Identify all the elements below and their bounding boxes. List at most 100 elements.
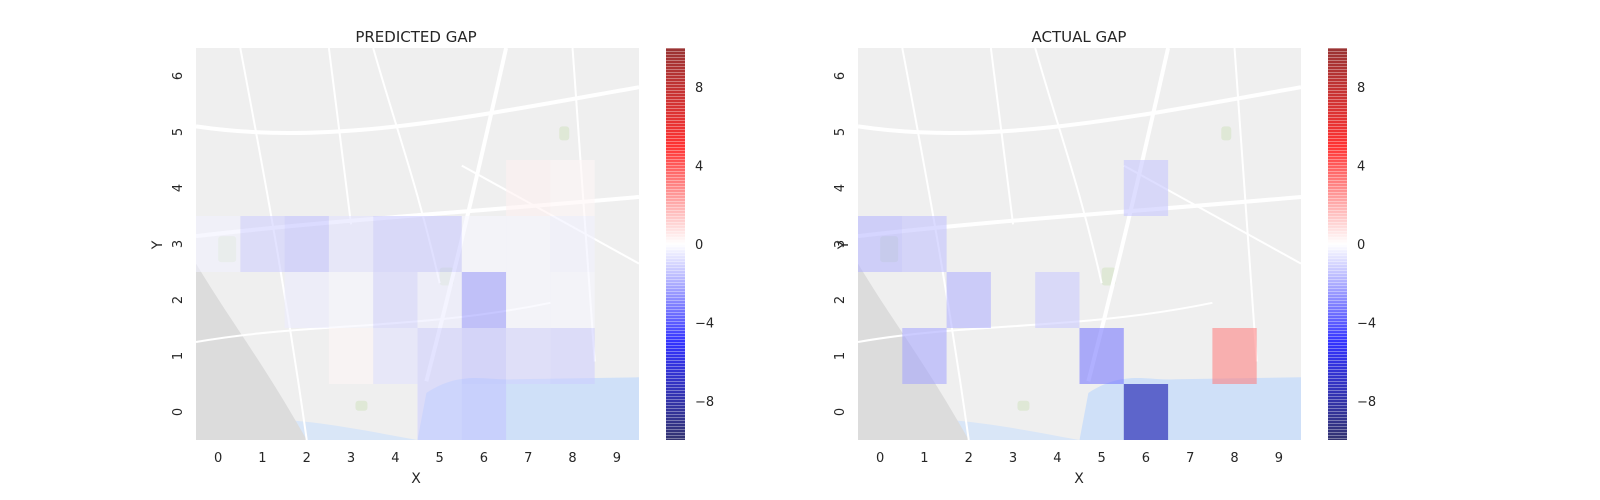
predicted-colorbar: −8 −4 0 4 8 [666, 48, 714, 440]
x-tick-label: 0 [214, 451, 222, 466]
heatmap-cell [461, 216, 507, 272]
heatmap-cell [1212, 328, 1257, 384]
heatmap-cell [461, 384, 507, 440]
actual-title: ACTUAL GAP [1032, 28, 1127, 46]
heatmap-cell [946, 272, 991, 328]
heatmap-cell [1035, 272, 1080, 328]
y-tick-label: 5 [171, 128, 186, 136]
heatmap-cell [506, 272, 551, 328]
heatmap-cell [328, 272, 374, 328]
y-tick-label: 2 [171, 296, 186, 304]
actual-x-ticks: 0 1 2 3 4 5 6 7 8 9 [876, 451, 1283, 466]
y-tick-label: 1 [171, 352, 186, 360]
heatmap-cell [373, 216, 418, 272]
heatmap-cell [1079, 328, 1124, 384]
predicted-x-axis-label: X [411, 471, 421, 487]
actual-panel: ACTUAL GAP 0 1 2 3 4 5 6 7 8 9 0 1 2 3 4 5 6 X Y −8 −4 0 4… [833, 28, 1376, 487]
actual-y-ticks: 0 1 2 3 4 5 6 [833, 72, 848, 416]
heatmap-cell [328, 328, 374, 384]
x-tick-label: 3 [347, 451, 355, 466]
heatmap-cell [461, 328, 507, 384]
x-tick-label: 7 [1186, 451, 1194, 466]
heatmap-cell [417, 384, 462, 440]
x-tick-label: 4 [1053, 451, 1061, 466]
heatmap-cell [550, 272, 595, 328]
y-tick-label: 0 [833, 408, 848, 416]
colorbar-texture [1328, 48, 1347, 440]
heatmap-cell [858, 216, 903, 272]
map-road [327, 47, 353, 225]
heatmap-cell [417, 328, 462, 384]
map-park [559, 126, 570, 141]
x-tick-label: 0 [876, 451, 884, 466]
map-park [1221, 126, 1232, 141]
map-road [989, 47, 1015, 225]
heatmap-cell [240, 216, 285, 272]
map-park [355, 400, 368, 411]
map-river [1079, 377, 1301, 440]
x-tick-label: 5 [436, 451, 444, 466]
x-tick-label: 1 [258, 451, 266, 466]
colorbar-tick-label: 0 [695, 238, 703, 253]
predicted-y-axis-label: Y [150, 240, 166, 250]
x-tick-label: 2 [965, 451, 973, 466]
colorbar-tick-label: −8 [1357, 395, 1376, 410]
x-tick-label: 9 [1275, 451, 1283, 466]
heatmap-cell [902, 328, 947, 384]
y-tick-label: 3 [171, 240, 186, 248]
colorbar-tick-label: 8 [1357, 81, 1365, 96]
heatmap-cell [284, 216, 329, 272]
predicted-x-ticks: 0 1 2 3 4 5 6 7 8 9 [214, 451, 621, 466]
actual-colorbar: −8 −4 0 4 8 [1328, 48, 1376, 440]
x-tick-label: 4 [391, 451, 399, 466]
map-road [1233, 47, 1258, 362]
predicted-heatmap-cells [196, 160, 595, 440]
y-tick-label: 1 [833, 352, 848, 360]
map-relief [196, 263, 307, 440]
heatmap-cell [461, 272, 507, 328]
y-tick-label: 2 [833, 296, 848, 304]
heatmap-cell [902, 216, 947, 272]
heatmap-cell [1123, 160, 1169, 216]
x-tick-label: 7 [524, 451, 532, 466]
heatmap-cell [328, 216, 374, 272]
x-tick-label: 3 [1009, 451, 1017, 466]
colorbar-tick-label: 4 [695, 160, 703, 175]
heatmap-cell [550, 216, 595, 272]
colorbar-tick-label: −4 [1357, 316, 1376, 331]
colorbar-tick-label: 4 [1357, 160, 1365, 175]
map-park [1017, 400, 1030, 411]
heatmap-cell [506, 216, 551, 272]
map-road [857, 85, 1302, 135]
predicted-title: PREDICTED GAP [355, 28, 476, 46]
y-tick-label: 6 [833, 72, 848, 80]
heatmap-cell [196, 216, 241, 272]
actual-heatmap-cells [858, 160, 1257, 440]
x-tick-label: 9 [613, 451, 621, 466]
y-tick-label: 3 [833, 240, 848, 248]
heatmap-cell [417, 216, 462, 272]
map-road [195, 85, 640, 135]
x-tick-label: 5 [1098, 451, 1106, 466]
y-tick-label: 5 [833, 128, 848, 136]
heatmap-cell [506, 160, 551, 216]
x-tick-label: 6 [480, 451, 488, 466]
colorbar-tick-label: −8 [695, 395, 714, 410]
x-tick-label: 2 [303, 451, 311, 466]
actual-x-axis-label: X [1074, 471, 1084, 487]
actual-y-axis-label: Y [836, 240, 852, 250]
heatmap-cell [373, 272, 418, 328]
heatmap-cell [1123, 384, 1169, 440]
x-tick-label: 1 [920, 451, 928, 466]
x-tick-label: 8 [1230, 451, 1238, 466]
y-tick-label: 6 [171, 72, 186, 80]
heatmap-cell [506, 328, 551, 384]
y-tick-label: 0 [171, 408, 186, 416]
map-road [857, 301, 1213, 343]
heatmap-cell [550, 160, 595, 216]
map-road [1034, 47, 1103, 284]
heatmap-cell [373, 328, 418, 384]
colorbar-tick-label: 8 [695, 81, 703, 96]
